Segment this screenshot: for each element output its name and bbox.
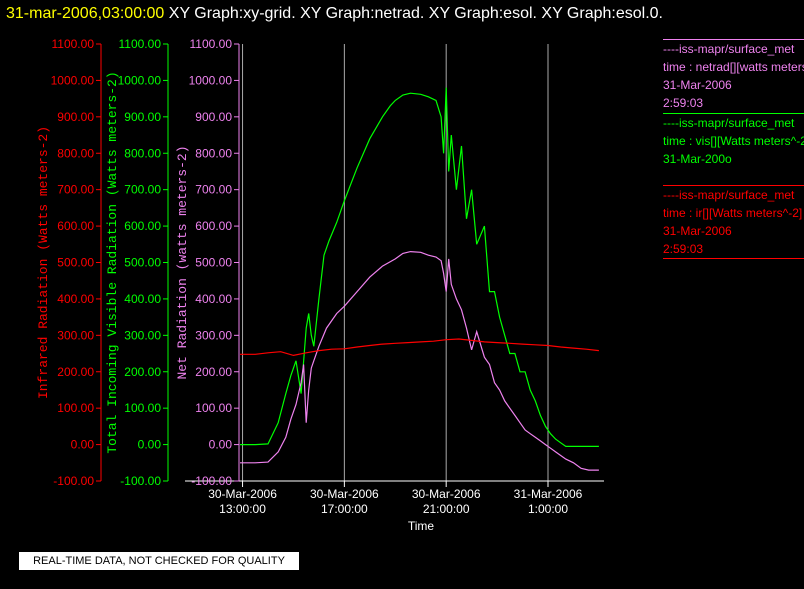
x-tick-label-time-3: 1:00:00 xyxy=(528,502,568,516)
y-tick-label-0-1: 1000.00 xyxy=(51,73,95,87)
legend-line: ----iss-mapr/surface_met xyxy=(663,42,795,56)
legend-line: 2:59:03 xyxy=(663,96,704,110)
y-tick-label-2-2: 900.00 xyxy=(195,110,232,124)
legend-line: 2:59:03 xyxy=(663,242,704,256)
legend-divider xyxy=(663,258,804,259)
y-tick-label-2-0: 1100.00 xyxy=(190,37,233,51)
legend-line: ----iss-mapr/surface_met xyxy=(663,116,795,130)
y-tick-label-1-8: 300.00 xyxy=(124,328,161,342)
legend-divider xyxy=(663,113,804,114)
y-axis-label-0: Infrared Radiation (Watts meters-2) xyxy=(36,126,51,399)
x-tick-label-time-1: 17:00:00 xyxy=(321,502,368,516)
legend-line: ----iss-mapr/surface_met xyxy=(663,188,795,202)
y-tick-label-1-5: 600.00 xyxy=(124,219,161,233)
y-tick-label-0-2: 900.00 xyxy=(57,110,94,124)
y-tick-label-1-1: 1000.00 xyxy=(118,73,162,87)
x-axis-label: Time xyxy=(408,519,435,533)
y-tick-label-2-12: -100.00 xyxy=(191,474,232,488)
x-tick-label-date-3: 31-Mar-2006 xyxy=(514,487,583,501)
y-tick-label-0-12: -100.00 xyxy=(53,474,94,488)
y-tick-label-2-11: 0.00 xyxy=(209,438,233,452)
series-line-vis xyxy=(240,87,599,447)
x-tick-label-date-1: 30-Mar-2006 xyxy=(310,487,379,501)
y-axis-label-2: Net Radiation (watts meters-2) xyxy=(175,145,190,379)
legend-line: time : vis[][Watts meters^-2] xyxy=(663,134,804,148)
y-tick-label-2-7: 400.00 xyxy=(195,292,232,306)
legend-divider xyxy=(663,185,804,186)
series-line-ir xyxy=(240,338,599,357)
y-tick-label-2-1: 1000.00 xyxy=(189,73,233,87)
title-bar: 31-mar-2006,03:00:00 XY Graph:xy-grid. X… xyxy=(0,2,804,26)
y-tick-label-0-5: 600.00 xyxy=(57,219,94,233)
y-tick-label-1-4: 700.00 xyxy=(124,183,161,197)
y-tick-label-2-5: 600.00 xyxy=(195,219,232,233)
y-tick-label-2-4: 700.00 xyxy=(195,183,232,197)
y-tick-label-1-0: 1100.00 xyxy=(119,37,162,51)
legend-line: time : ir[][Watts meters^-2] xyxy=(663,206,803,220)
y-tick-label-0-0: 1100.00 xyxy=(52,37,95,51)
legend-line: time : netrad[][watts meters^-2] xyxy=(663,60,804,74)
y-tick-label-2-10: 100.00 xyxy=(195,401,232,415)
y-tick-label-0-3: 800.00 xyxy=(57,146,94,160)
x-tick-label-time-2: 21:00:00 xyxy=(423,502,470,516)
y-tick-label-1-3: 800.00 xyxy=(124,146,161,160)
y-tick-label-1-6: 500.00 xyxy=(124,256,161,270)
y-tick-label-1-7: 400.00 xyxy=(124,292,161,306)
legend-line: 31-Mar-200o xyxy=(663,152,732,166)
y-tick-label-0-9: 200.00 xyxy=(57,365,94,379)
y-tick-label-1-10: 100.00 xyxy=(124,401,161,415)
quality-note: REAL-TIME DATA, NOT CHECKED FOR QUALITY xyxy=(19,552,299,570)
series-line-netrad xyxy=(240,250,599,471)
y-axis-label-1: Total Incoming Visible Radiation (Watts … xyxy=(105,71,120,453)
title-timestamp: 31-mar-2006,03:00:00 xyxy=(6,5,165,22)
title-graph-list: XY Graph:xy-grid. XY Graph:netrad. XY Gr… xyxy=(168,5,663,22)
y-tick-label-0-11: 0.00 xyxy=(71,438,95,452)
y-tick-label-0-4: 700.00 xyxy=(57,183,94,197)
x-tick-label-time-0: 13:00:00 xyxy=(219,502,266,516)
y-tick-label-2-3: 800.00 xyxy=(195,146,232,160)
y-tick-label-2-6: 500.00 xyxy=(195,256,232,270)
legend-line: 31-Mar-2006 xyxy=(663,224,732,238)
x-tick-label-date-0: 30-Mar-2006 xyxy=(208,487,277,501)
y-tick-label-0-10: 100.00 xyxy=(57,401,94,415)
y-tick-label-0-6: 500.00 xyxy=(57,256,94,270)
y-tick-label-2-8: 300.00 xyxy=(195,328,232,342)
legend-divider xyxy=(663,39,804,40)
legend-line: 31-Mar-2006 xyxy=(663,78,732,92)
y-tick-label-1-2: 900.00 xyxy=(124,110,161,124)
y-tick-label-1-11: 0.00 xyxy=(138,438,162,452)
y-tick-label-1-9: 200.00 xyxy=(124,365,161,379)
x-tick-label-date-2: 30-Mar-2006 xyxy=(412,487,481,501)
y-tick-label-1-12: -100.00 xyxy=(120,474,161,488)
y-tick-label-0-7: 400.00 xyxy=(57,292,94,306)
y-tick-label-0-8: 300.00 xyxy=(57,328,94,342)
y-tick-label-2-9: 200.00 xyxy=(195,365,232,379)
